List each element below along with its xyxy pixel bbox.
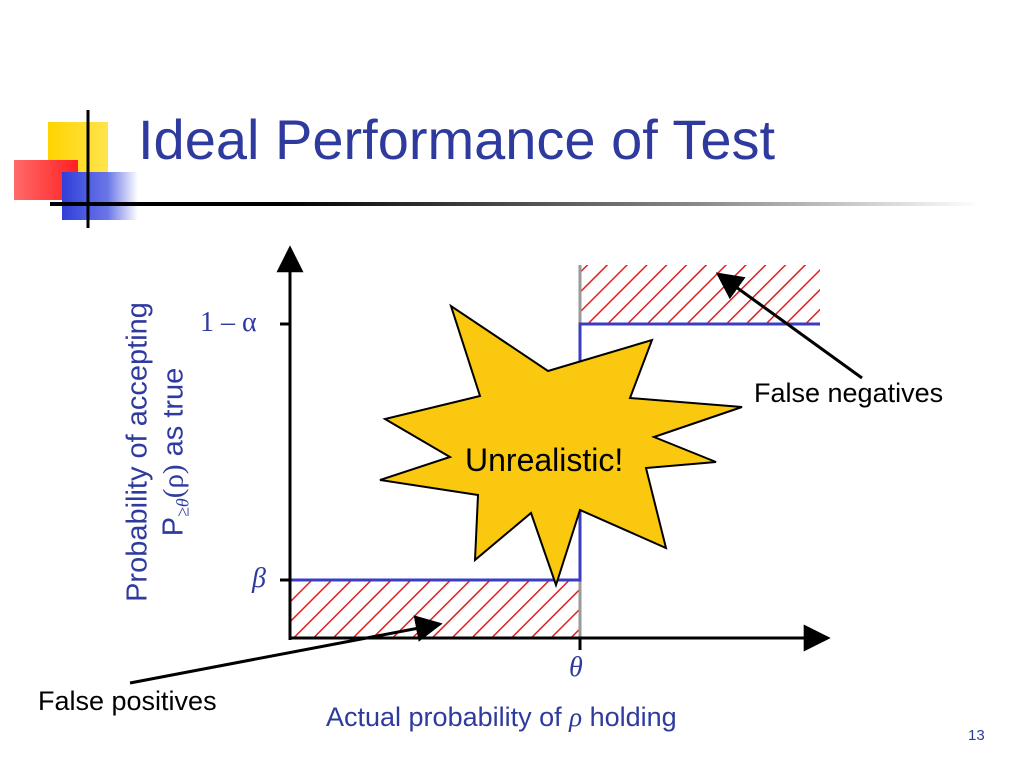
y-axis-label-line1: Probability of accepting bbox=[121, 302, 154, 602]
false-positives-region bbox=[290, 580, 580, 638]
unrealistic-burst-label: Unrealistic! bbox=[465, 442, 624, 478]
x-axis-label-symbol: ρ bbox=[569, 702, 583, 732]
unrealistic-burst-shape bbox=[379, 303, 743, 589]
x-tick-theta-label: θ bbox=[569, 652, 583, 683]
false-positives-label: False positives bbox=[38, 686, 217, 716]
false-negatives-pointer bbox=[715, 272, 863, 380]
y-axis-label-arg: (ρ) bbox=[157, 464, 190, 499]
title-underline bbox=[50, 202, 980, 206]
x-axis-label-suffix: holding bbox=[582, 702, 677, 732]
y-tick-low-label: β bbox=[252, 563, 266, 594]
y-axis-label-subscript: ≥θ bbox=[172, 498, 193, 517]
x-axis-label-prefix: Actual probability of bbox=[326, 702, 570, 732]
y-axis-label-suffix: as true bbox=[157, 367, 190, 465]
false-negatives-region bbox=[580, 265, 820, 323]
slide-logo-decoration bbox=[14, 110, 138, 228]
y-axis-label-p: P bbox=[157, 516, 190, 537]
x-axis-label: Actual probability of ρ holding bbox=[326, 702, 677, 733]
slide-title: Ideal Performance of Test bbox=[138, 108, 776, 171]
y-axis-label-line2: P≥θ(ρ) as true bbox=[156, 262, 201, 642]
page-number: 13 bbox=[968, 727, 985, 744]
false-positives-pointer bbox=[129, 615, 443, 685]
false-negatives-label: False negatives bbox=[754, 378, 944, 408]
y-axis-label: Probability of accepting P≥θ(ρ) as true bbox=[120, 262, 201, 642]
y-tick-high-label: 1 – α bbox=[200, 307, 257, 338]
